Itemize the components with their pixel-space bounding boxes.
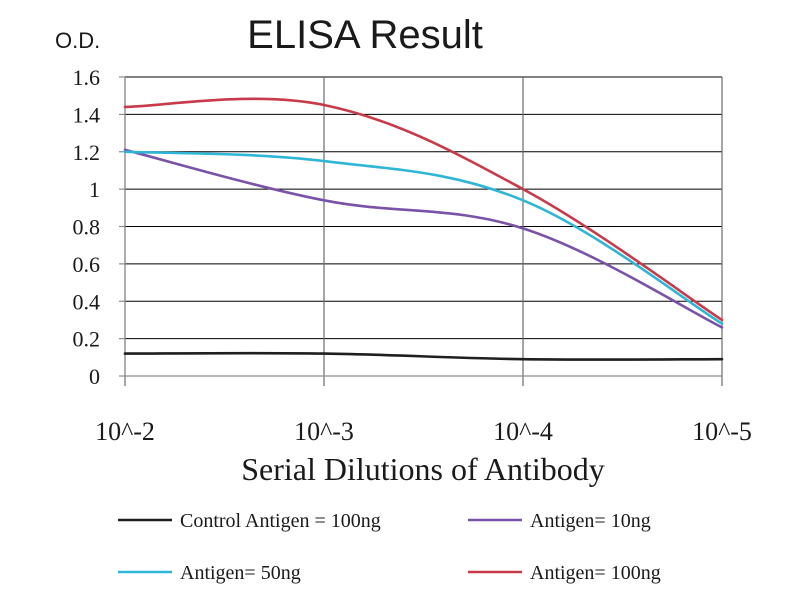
y-tick-label: 1.2 bbox=[73, 140, 101, 165]
axis-ticks: 0 0.2 0.4 0.6 0.8 1 1.2 1.4 1.6 10^-2 10^-3 10^-4 10… bbox=[73, 65, 752, 446]
chart-title: ELISA Result bbox=[247, 13, 483, 57]
series-line-0 bbox=[123, 351, 724, 361]
y-tick-label: 1.4 bbox=[73, 102, 101, 127]
plot-series bbox=[123, 97, 724, 361]
x-axis-label: Serial Dilutions of Antibody bbox=[241, 451, 605, 487]
y-tick-label: 1 bbox=[89, 177, 100, 202]
series-line-1 bbox=[123, 148, 724, 329]
series-line-3 bbox=[123, 97, 724, 322]
legend-label: Antigen= 50ng bbox=[180, 562, 301, 584]
x-tick-label: 10^-4 bbox=[493, 417, 553, 446]
y-axis-label: O.D. bbox=[55, 28, 100, 53]
x-tick-label: 10^-2 bbox=[95, 417, 155, 446]
y-tick-label: 0.2 bbox=[73, 327, 101, 352]
y-tick-label: 0.6 bbox=[73, 252, 101, 277]
legend-item: Control Antigen = 100ng bbox=[118, 510, 381, 532]
y-tick-label: 0.4 bbox=[73, 289, 101, 314]
plot-grid bbox=[119, 76, 723, 386]
x-tick-label: 10^-5 bbox=[692, 417, 752, 446]
y-tick-label: 1.6 bbox=[73, 65, 101, 90]
legend-item: Antigen= 50ng bbox=[118, 562, 301, 584]
legend-item: Antigen= 100ng bbox=[468, 562, 661, 584]
legend-item: Antigen= 10ng bbox=[468, 510, 651, 532]
chart-legend: Control Antigen = 100ng Antigen= 10ng Anti… bbox=[118, 510, 661, 584]
legend-label: Antigen= 100ng bbox=[530, 562, 661, 584]
series-line-2 bbox=[123, 150, 724, 325]
legend-label: Control Antigen = 100ng bbox=[180, 510, 381, 532]
x-tick-label: 10^-3 bbox=[294, 417, 354, 446]
y-tick-label: 0.8 bbox=[73, 215, 101, 240]
legend-label: Antigen= 10ng bbox=[530, 510, 651, 532]
y-tick-label: 0 bbox=[89, 364, 100, 389]
